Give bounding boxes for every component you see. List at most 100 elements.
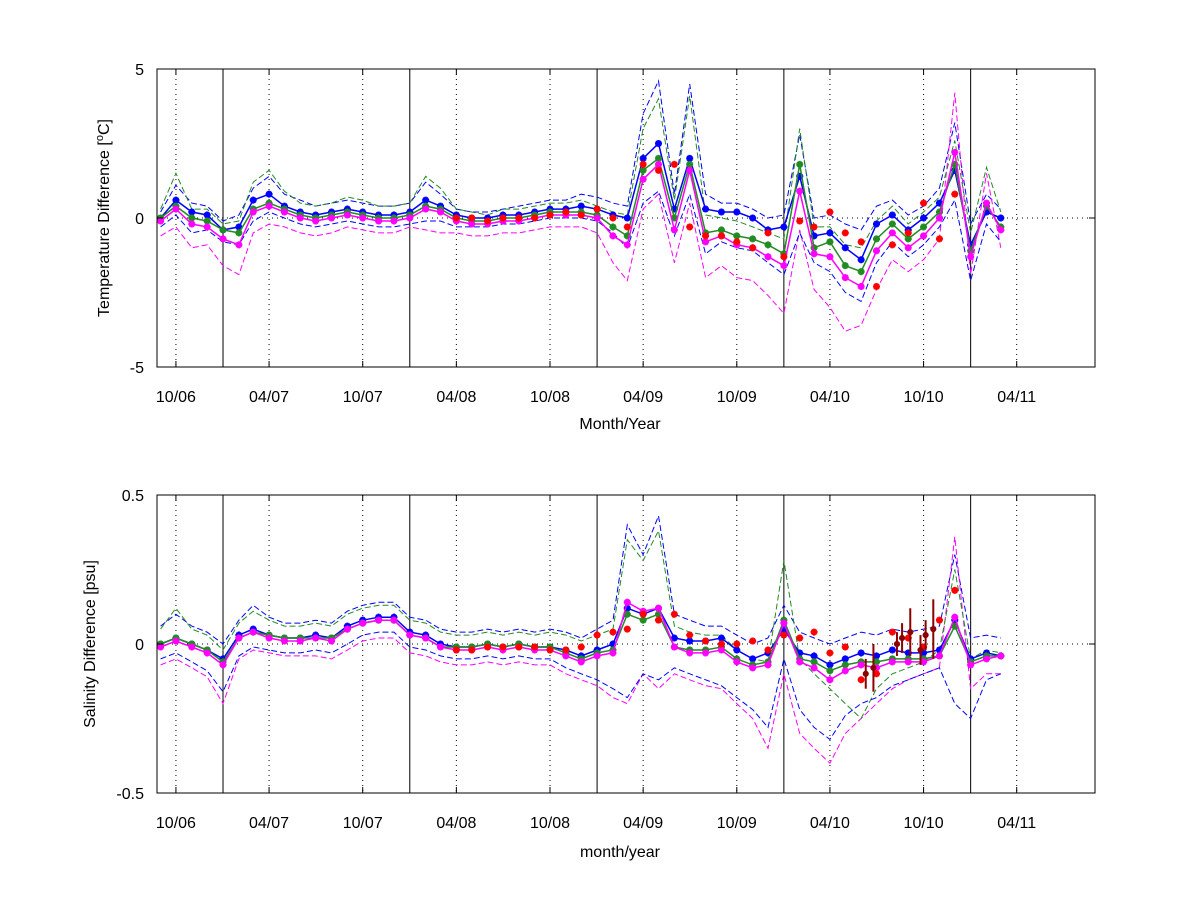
temperature-marker-magenta: [249, 208, 257, 216]
salinity-red-point: [468, 646, 476, 654]
salinity-red-point: [749, 637, 757, 645]
salinity-marker-blue: [796, 649, 804, 657]
salinity-marker-magenta: [967, 661, 975, 669]
temperature-marker-blue: [967, 241, 975, 249]
temperature-red-point: [468, 214, 476, 222]
salinity-red-point: [826, 649, 834, 657]
temperature-red-point: [935, 235, 943, 243]
salinity-red-point: [888, 628, 896, 636]
salinity-marker-magenta: [172, 637, 180, 645]
salinity-red-point: [796, 634, 804, 642]
temperature-marker-blue: [857, 256, 865, 264]
salinity-red-point: [935, 616, 943, 624]
temperature-y-tick-label: 0: [135, 211, 144, 228]
salinity-marker-magenta: [764, 661, 772, 669]
temperature-chart: 10/06 04/07 10/07 04/08 10/08 04/09 10/09 04/10…: [94, 62, 1096, 433]
temperature-red-point: [810, 223, 818, 231]
temperature-marker-green: [841, 262, 849, 270]
salinity-marker-blue: [810, 652, 818, 660]
temperature-marker-green: [935, 208, 943, 216]
temperature-red-point: [888, 241, 896, 249]
salinity-y-axis-label: Salinity Difference [psu]: [82, 560, 99, 728]
salinity-envelope-blue: [160, 631, 1001, 741]
salinity-y-tick-label: 0.5: [122, 488, 144, 505]
temperature-marker-magenta: [623, 241, 631, 249]
salinity-marker-blue: [780, 625, 788, 633]
temperature-x-tick-label: 04/11: [997, 389, 1036, 406]
salinity-marker-blue: [841, 655, 849, 663]
temperature-marker-green: [920, 223, 928, 231]
temperature-marker-magenta: [593, 214, 601, 222]
temperature-x-tick-label: 10/07: [343, 389, 383, 406]
temperature-marker-green: [609, 223, 617, 231]
salinity-marker-blue: [609, 640, 617, 648]
salinity-red-point: [452, 646, 460, 654]
salinity-marker-blue: [623, 604, 631, 612]
salinity-marker-magenta: [654, 604, 662, 612]
salinity-red-point: [872, 670, 880, 678]
temperature-marker-magenta: [983, 199, 991, 207]
temperature-marker-magenta: [904, 244, 912, 252]
temperature-marker-magenta: [468, 220, 476, 228]
temperature-marker-magenta: [857, 283, 865, 291]
salinity-marker-blue: [904, 649, 912, 657]
temperature-marker-magenta: [967, 253, 975, 261]
salinity-red-point: [577, 643, 585, 651]
temperature-marker-green: [188, 214, 196, 222]
temperature-marker-green: [670, 214, 678, 222]
temperature-red-point: [841, 229, 849, 237]
temperature-red-point: [531, 214, 539, 222]
salinity-y-ticks: 0.5 0 -0.5: [116, 488, 1095, 803]
salinity-marker-green: [841, 661, 849, 669]
salinity-marker-magenta: [670, 643, 678, 651]
temperature-red-point: [702, 232, 710, 240]
temperature-marker-magenta: [780, 262, 788, 270]
salinity-red-point: [499, 643, 507, 651]
temperature-marker-magenta: [390, 217, 398, 225]
salinity-red-point: [764, 646, 772, 654]
salinity-marker-magenta: [888, 658, 896, 666]
salinity-marker-blue: [857, 649, 865, 657]
temperature-red-point: [515, 214, 523, 222]
salinity-red-point: [686, 631, 694, 639]
salinity-marker-magenta: [920, 658, 928, 666]
salinity-red-points: [452, 586, 959, 684]
temperature-marker-magenta: [296, 214, 304, 222]
salinity-marker-magenta: [157, 643, 165, 651]
temperature-red-point: [749, 244, 757, 252]
salinity-x-tick-label: 04/08: [436, 815, 476, 832]
temperature-marker-blue: [826, 229, 834, 237]
salinity-marker-blue: [717, 634, 725, 642]
salinity-marker-magenta: [935, 652, 943, 660]
temperature-red-point: [920, 199, 928, 207]
temperature-red-point: [872, 283, 880, 291]
temperature-red-point: [733, 238, 741, 246]
salinity-marker-magenta: [280, 637, 288, 645]
salinity-marker-blue: [826, 661, 834, 669]
salinity-marker-green: [826, 667, 834, 675]
temperature-red-point: [826, 208, 834, 216]
temperature-marker-magenta: [935, 214, 943, 222]
salinity-marker-magenta: [390, 616, 398, 624]
salinity-marker-green: [810, 658, 818, 666]
temperature-marker-magenta: [872, 247, 880, 255]
temperature-x-tick-label: 10/09: [717, 389, 757, 406]
temperature-marker-green: [654, 154, 662, 162]
temperature-red-point: [764, 229, 772, 237]
salinity-x-ticks: 10/06 04/07 10/07 04/08 10/08 04/09 10/09 04/10…: [156, 495, 1036, 832]
salinity-marker-magenta: [609, 649, 617, 657]
temperature-marker-blue: [265, 190, 273, 198]
temperature-marker-blue: [686, 154, 694, 162]
salinity-x-tick-label: 10/06: [156, 815, 196, 832]
salinity-error-point: [922, 632, 929, 639]
temperature-marker-blue: [422, 196, 430, 204]
temperature-marker-green: [967, 247, 975, 255]
temperature-red-point: [639, 160, 647, 168]
salinity-marker-green: [639, 616, 647, 624]
temperature-marker-green: [872, 235, 880, 243]
salinity-red-point: [639, 610, 647, 618]
salinity-marker-magenta: [983, 655, 991, 663]
temperature-red-point: [623, 223, 631, 231]
salinity-x-axis-label: month/year: [580, 844, 661, 861]
